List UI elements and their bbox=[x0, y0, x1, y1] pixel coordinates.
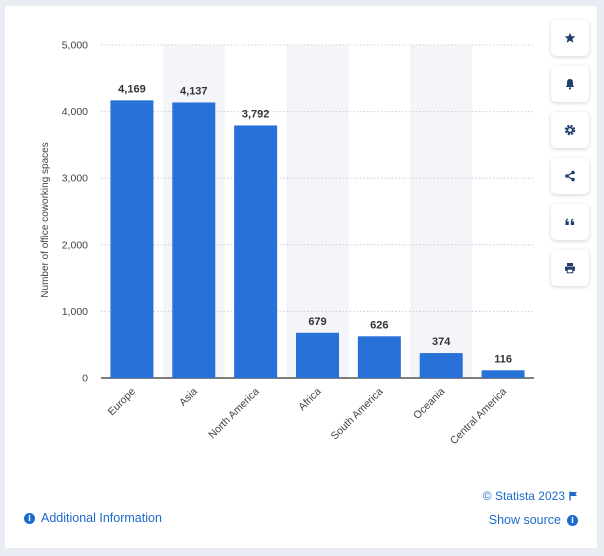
info-icon: i bbox=[567, 514, 578, 526]
x-tick-label: Africa bbox=[296, 386, 324, 414]
x-tick-label: North America bbox=[206, 386, 262, 442]
additional-information-link[interactable]: i Additional Information bbox=[24, 511, 162, 525]
print-button[interactable] bbox=[551, 250, 589, 286]
notification-button[interactable] bbox=[551, 66, 589, 102]
y-tick-label: 5,000 bbox=[62, 40, 88, 52]
info-icon: i bbox=[24, 512, 35, 524]
bar[interactable] bbox=[296, 332, 339, 378]
data-label: 4,169 bbox=[118, 83, 146, 95]
print-icon bbox=[565, 263, 575, 274]
bar[interactable] bbox=[357, 336, 401, 378]
cite-button[interactable] bbox=[551, 204, 589, 240]
x-tick-label: Oceania bbox=[411, 386, 447, 422]
flag-icon bbox=[569, 491, 577, 501]
category-band bbox=[410, 45, 473, 378]
statista-credit[interactable]: © Statista 2023 bbox=[483, 489, 578, 503]
data-label: 374 bbox=[432, 336, 451, 348]
x-tick-label: Europe bbox=[106, 386, 139, 419]
x-tick-label: South America bbox=[329, 386, 386, 443]
y-tick-label: 3,000 bbox=[62, 173, 88, 185]
show-source-link[interactable]: Show source i bbox=[489, 513, 578, 527]
bar-chart: 0 1,000 2,000 3,000 4,000 5,000 Europe Asia Nor… bbox=[40, 40, 534, 447]
quote-icon bbox=[565, 218, 575, 225]
bell-icon bbox=[565, 79, 575, 90]
bar[interactable] bbox=[172, 102, 216, 378]
favorite-button[interactable] bbox=[551, 20, 589, 56]
data-label: 626 bbox=[370, 319, 388, 331]
share-icon bbox=[565, 170, 575, 182]
data-label: 4,137 bbox=[180, 85, 208, 97]
credit-text: © Statista 2023 bbox=[482, 489, 565, 503]
settings-button[interactable] bbox=[551, 112, 589, 148]
bar[interactable] bbox=[481, 370, 525, 378]
additional-information-label: Additional Information bbox=[41, 511, 162, 525]
y-tick-label: 1,000 bbox=[62, 306, 88, 318]
bar[interactable] bbox=[110, 100, 154, 378]
bar[interactable] bbox=[419, 353, 463, 378]
show-source-label: Show source bbox=[488, 513, 561, 527]
chart-card: 0 1,000 2,000 3,000 4,000 5,000 Europe Asia Nor… bbox=[5, 6, 597, 548]
data-label: 116 bbox=[494, 353, 512, 365]
y-axis-label: Number of office coworking spaces bbox=[40, 142, 51, 297]
y-tick-label: 2,000 bbox=[62, 239, 88, 251]
category-band bbox=[286, 45, 349, 378]
star-icon bbox=[564, 32, 576, 43]
x-tick-label: Central America bbox=[448, 386, 509, 447]
gear-icon bbox=[564, 124, 576, 136]
x-tick-label: Asia bbox=[177, 386, 200, 409]
data-label: 679 bbox=[308, 316, 326, 328]
data-label: 3,792 bbox=[242, 108, 270, 120]
y-tick-label: 4,000 bbox=[62, 106, 88, 118]
y-tick-label: 0 bbox=[82, 373, 88, 385]
share-button[interactable] bbox=[551, 158, 589, 194]
bar[interactable] bbox=[234, 125, 278, 379]
